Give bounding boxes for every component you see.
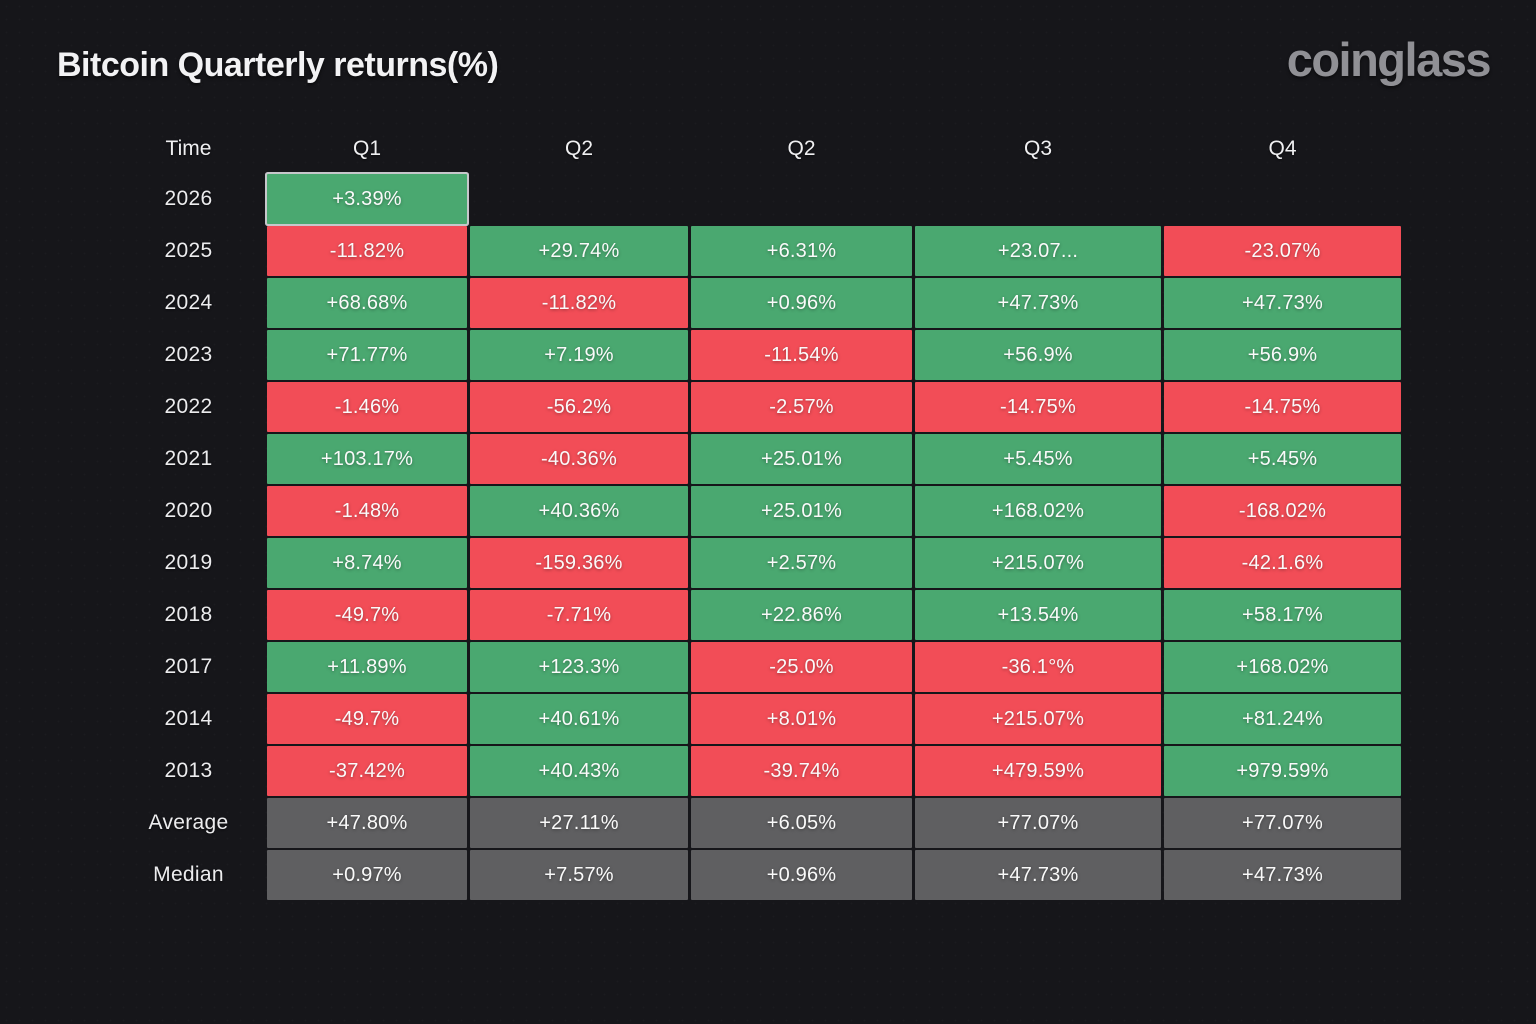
table-cell: +103.17% [267, 434, 467, 484]
column-header-time: Time [165, 137, 212, 160]
table-cell: +0.97% [267, 850, 467, 900]
row-label-2014: 2014 [164, 707, 213, 730]
table-cell-empty [691, 174, 912, 224]
column-header-q2: Q2 [564, 137, 593, 160]
quarterly-returns-table: Time Q1 Q2 Q2 Q3 Q4 2026 +3.39% 2025 -11.82% +29.7… [113, 126, 1401, 900]
table-cell-empty [470, 174, 688, 224]
table-cell: +77.07% [915, 798, 1161, 848]
row-label-2025: 2025 [164, 239, 213, 262]
table-cell: +25.01% [691, 486, 912, 536]
table-cell: -11.82% [267, 226, 467, 276]
column-header-q2: Q2 [787, 137, 816, 160]
row-label-2020: 2020 [164, 499, 213, 522]
table-cell: +168.02% [1164, 642, 1401, 692]
table-cell: +3.39% [267, 174, 467, 224]
table-cell: +123.3% [470, 642, 688, 692]
table-cell: -1.46% [267, 382, 467, 432]
table-cell: +215.07% [915, 694, 1161, 744]
table-cell: +25.01% [691, 434, 912, 484]
table-cell: +6.31% [691, 226, 912, 276]
table-cell: +8.74% [267, 538, 467, 588]
table-cell: +56.9% [1164, 330, 1401, 380]
table-cell: +47.73% [1164, 278, 1401, 328]
row-label-2023: 2023 [164, 343, 213, 366]
column-header-q3: Q3 [1023, 137, 1052, 160]
table-cell: -11.82% [470, 278, 688, 328]
table-cell: -11.54% [691, 330, 912, 380]
table-cell: +40.36% [470, 486, 688, 536]
table-cell: -40.36% [470, 434, 688, 484]
row-label-2022: 2022 [164, 395, 213, 418]
table-cell: +8.01% [691, 694, 912, 744]
table-cell: +479.59% [915, 746, 1161, 796]
table-cell: +2.57% [691, 538, 912, 588]
table-cell: -42.1.6% [1164, 538, 1401, 588]
table-cell: +27.11% [470, 798, 688, 848]
table-cell-empty [915, 174, 1161, 224]
table-cell: -36.1°% [915, 642, 1161, 692]
table-cell: +0.96% [691, 278, 912, 328]
row-label-2021: 2021 [164, 447, 213, 470]
table-cell: +215.07% [915, 538, 1161, 588]
table-cell: -7.71% [470, 590, 688, 640]
row-label-2013: 2013 [164, 759, 213, 782]
table-cell: +77.07% [1164, 798, 1401, 848]
table-cell: +40.43% [470, 746, 688, 796]
page-title: Bitcoin Quarterly returns(%) [57, 46, 499, 84]
table-cell: +47.73% [915, 278, 1161, 328]
row-label-2026: 2026 [164, 187, 213, 210]
table-cell: +56.9% [915, 330, 1161, 380]
table-cell: +6.05% [691, 798, 912, 848]
table-cell: -1.48% [267, 486, 467, 536]
table-cell: +81.24% [1164, 694, 1401, 744]
table-cell: +11.89% [267, 642, 467, 692]
table-cell: +23.07... [915, 226, 1161, 276]
table-cell: +22.86% [691, 590, 912, 640]
row-label-median: Median [153, 863, 224, 886]
table-cell: +47.73% [1164, 850, 1401, 900]
table-cell: +68.68% [267, 278, 467, 328]
table-cell: +7.19% [470, 330, 688, 380]
row-label-2024: 2024 [164, 291, 213, 314]
table-cell: +58.17% [1164, 590, 1401, 640]
column-header-q1: Q1 [352, 137, 381, 160]
table-cell: -159.36% [470, 538, 688, 588]
table-cell: +0.96% [691, 850, 912, 900]
table-cell: +29.74% [470, 226, 688, 276]
row-label-2017: 2017 [164, 655, 213, 678]
table-cell: +168.02% [915, 486, 1161, 536]
table-cell: +13.54% [915, 590, 1161, 640]
table-cell: -56.2% [470, 382, 688, 432]
table-cell: +47.73% [915, 850, 1161, 900]
table-cell: +7.57% [470, 850, 688, 900]
table-cell-empty [1164, 174, 1401, 224]
row-label-average: Average [148, 811, 229, 834]
table-cell: -39.74% [691, 746, 912, 796]
table-cell: +40.61% [470, 694, 688, 744]
row-label-2018: 2018 [164, 603, 213, 626]
column-header-q4: Q4 [1268, 137, 1297, 160]
table-cell: +47.80% [267, 798, 467, 848]
table-cell: -168.02% [1164, 486, 1401, 536]
table-cell: -14.75% [915, 382, 1161, 432]
table-cell: +5.45% [1164, 434, 1401, 484]
coinglass-logo: coinglass [1286, 33, 1492, 86]
table-cell: -49.7% [267, 694, 467, 744]
table-cell: -2.57% [691, 382, 912, 432]
table-cell: -14.75% [1164, 382, 1401, 432]
table-cell: -25.0% [691, 642, 912, 692]
table-cell: +979.59% [1164, 746, 1401, 796]
table-cell: -49.7% [267, 590, 467, 640]
table-cell: -23.07% [1164, 226, 1401, 276]
table-cell: -37.42% [267, 746, 467, 796]
table-cell: +71.77% [267, 330, 467, 380]
table-cell: +5.45% [915, 434, 1161, 484]
row-label-2019: 2019 [164, 551, 213, 574]
